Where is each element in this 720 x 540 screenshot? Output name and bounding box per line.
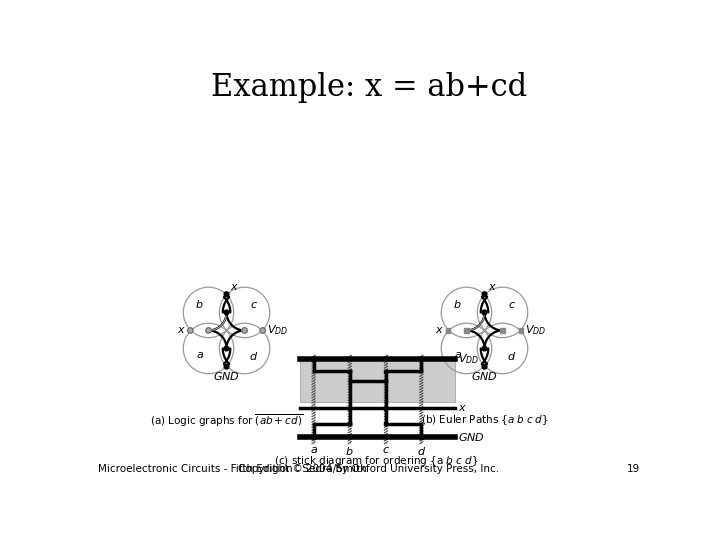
Text: $c$: $c$ (382, 445, 390, 455)
Text: Microelectronic Circuits - Fifth Edition   Sedra/Smith: Microelectronic Circuits - Fifth Edition… (98, 464, 366, 475)
Text: $GND$: $GND$ (457, 431, 485, 443)
Text: $a$: $a$ (454, 350, 462, 360)
Bar (518, 328, 523, 333)
Text: $d$: $d$ (417, 445, 426, 457)
Bar (446, 328, 451, 333)
Text: $V_{DD}$: $V_{DD}$ (457, 352, 479, 366)
Text: $b$: $b$ (453, 298, 461, 309)
Bar (312, 357, 315, 361)
Circle shape (482, 292, 487, 296)
Bar (500, 328, 505, 333)
Text: $b$: $b$ (346, 445, 354, 457)
Text: $c$: $c$ (508, 300, 516, 309)
Text: $V_{DD}$: $V_{DD}$ (267, 323, 288, 338)
Text: $GND$: $GND$ (471, 370, 498, 382)
Bar (384, 407, 387, 410)
Circle shape (224, 346, 229, 351)
Bar (464, 328, 469, 333)
Bar (384, 422, 387, 425)
Circle shape (224, 310, 229, 315)
Text: $GND$: $GND$ (213, 370, 240, 382)
Text: Copyright © 2004 by Oxford University Press, Inc.: Copyright © 2004 by Oxford University Pr… (238, 464, 500, 475)
Bar (312, 436, 315, 439)
Text: $x$: $x$ (488, 282, 497, 293)
Bar (348, 422, 351, 425)
Text: $a$: $a$ (310, 445, 318, 455)
Bar (384, 370, 387, 373)
Text: $d$: $d$ (249, 350, 258, 362)
Circle shape (482, 346, 487, 351)
Circle shape (224, 364, 229, 369)
Text: Example: x = ab+cd: Example: x = ab+cd (211, 72, 527, 103)
Text: $V_{DD}$: $V_{DD}$ (525, 323, 546, 338)
Bar (348, 370, 351, 373)
Text: $b$: $b$ (194, 298, 203, 309)
Text: $x$: $x$ (230, 282, 239, 293)
Text: $a$: $a$ (196, 350, 204, 360)
Circle shape (224, 292, 229, 296)
Text: (a) Logic graphs for $\overline{(ab+cd)}$: (a) Logic graphs for $\overline{(ab+cd)}… (150, 413, 303, 429)
Text: $x$: $x$ (177, 326, 186, 335)
Circle shape (482, 310, 487, 315)
Bar (420, 436, 423, 439)
Text: (b) Euler Paths $\{a\;b\;c\;d\}$: (b) Euler Paths $\{a\;b\;c\;d\}$ (420, 413, 548, 427)
Circle shape (242, 328, 247, 333)
Text: $c$: $c$ (250, 300, 258, 309)
Circle shape (482, 364, 487, 369)
Text: $x$: $x$ (457, 403, 467, 413)
Circle shape (260, 328, 266, 333)
Text: 19: 19 (627, 464, 640, 475)
Text: $x$: $x$ (435, 326, 444, 335)
FancyBboxPatch shape (300, 361, 455, 402)
Text: $d$: $d$ (507, 350, 516, 362)
Circle shape (188, 328, 193, 333)
Bar (348, 407, 351, 410)
Circle shape (206, 328, 211, 333)
Text: (c) stick diagram for ordering $\{$a $b$ $c$ $d$$\}$: (c) stick diagram for ordering $\{$a $b$… (274, 455, 479, 468)
Bar (420, 357, 423, 361)
